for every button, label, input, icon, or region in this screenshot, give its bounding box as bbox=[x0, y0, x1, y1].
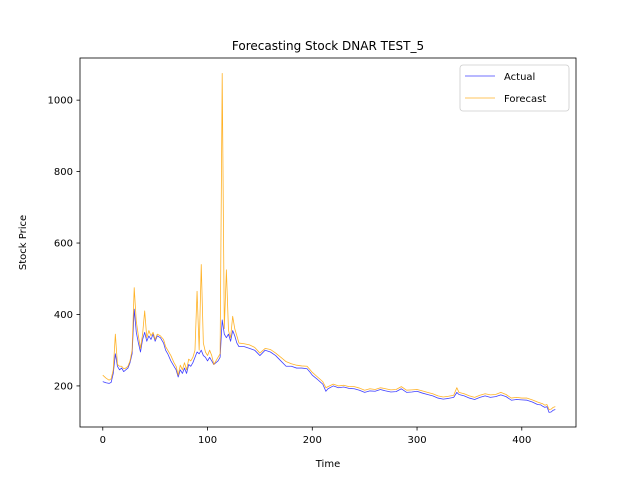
x-axis-label: Time bbox=[315, 459, 340, 470]
x-axis-ticks: 0 100 200 300 400 bbox=[100, 427, 531, 446]
y-axis-label: Stock Price bbox=[18, 215, 29, 270]
y-tick-label: 800 bbox=[54, 167, 73, 178]
axes-frame bbox=[79, 57, 577, 428]
series-line-actual bbox=[102, 308, 556, 413]
legend-label-actual: Actual bbox=[504, 72, 535, 83]
y-tick-label: 600 bbox=[54, 239, 73, 250]
y-tick-label: 200 bbox=[54, 381, 73, 392]
chart-title: Forecasting Stock DNAR TEST_5 bbox=[232, 39, 424, 53]
y-tick-label: 1000 bbox=[48, 96, 73, 107]
y-tick-label: 400 bbox=[54, 310, 73, 321]
legend: Actual Forecast bbox=[459, 64, 570, 112]
x-tick-label: 0 bbox=[100, 435, 106, 446]
x-tick-label: 200 bbox=[303, 435, 322, 446]
y-axis-ticks: 200 400 600 800 1000 bbox=[48, 96, 80, 392]
plot-area: 0 100 200 300 400 200 400 600 800 1000 bbox=[48, 57, 577, 446]
x-tick-label: 400 bbox=[512, 435, 531, 446]
x-tick-label: 100 bbox=[198, 435, 217, 446]
series-line-forecast bbox=[102, 72, 556, 410]
series-layer bbox=[102, 72, 556, 413]
x-tick-label: 300 bbox=[407, 435, 426, 446]
legend-label-forecast: Forecast bbox=[504, 94, 546, 105]
legend-box bbox=[459, 64, 570, 112]
